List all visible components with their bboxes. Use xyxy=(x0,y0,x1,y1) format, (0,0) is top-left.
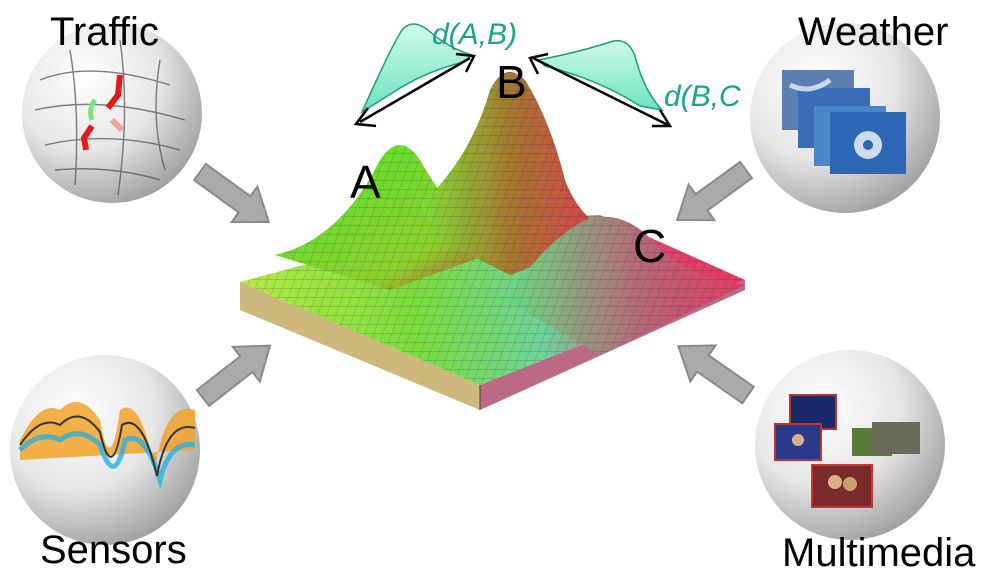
weather-sphere xyxy=(750,23,940,213)
weather-arrow xyxy=(675,160,754,222)
peak-c-label: C xyxy=(633,220,666,272)
distance-bc-label: d(B,C xyxy=(664,80,741,113)
density-surface xyxy=(240,72,745,410)
sensors-arrow xyxy=(195,344,272,408)
distance-bc-curve xyxy=(536,40,665,112)
traffic-label: Traffic xyxy=(50,10,159,54)
traffic-arrow xyxy=(192,162,271,224)
multimedia-sphere xyxy=(755,350,945,540)
multimedia-label: Multimedia xyxy=(782,531,976,575)
distance-bc-arrow xyxy=(528,52,673,128)
distance-ab-label: d(A,B) xyxy=(432,18,517,51)
sensors-sphere xyxy=(10,355,200,545)
distance-ab-arrow xyxy=(353,52,476,128)
traffic-sphere xyxy=(22,23,202,203)
weather-label: Weather xyxy=(798,10,949,54)
multimedia-arrow xyxy=(676,344,756,405)
sensors-label: Sensors xyxy=(40,528,187,572)
peak-b-label: B xyxy=(496,56,527,108)
peak-a-label: A xyxy=(350,156,381,208)
distance-ab-curve xyxy=(360,23,474,114)
